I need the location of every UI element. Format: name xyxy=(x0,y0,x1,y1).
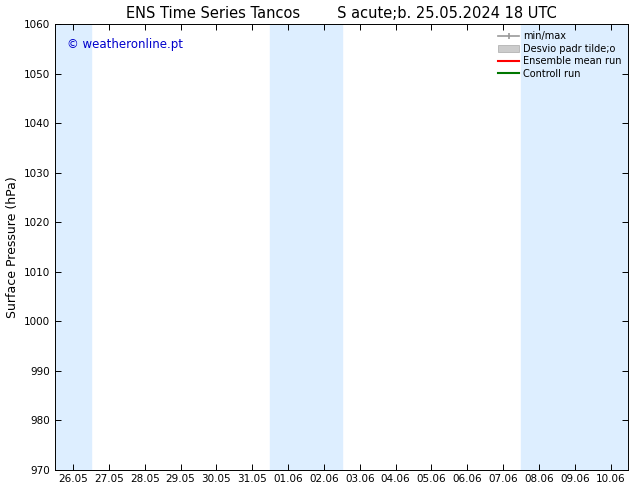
Legend: min/max, Desvio padr tilde;o, Ensemble mean run, Controll run: min/max, Desvio padr tilde;o, Ensemble m… xyxy=(496,29,624,80)
Title: ENS Time Series Tancos        S acute;b. 25.05.2024 18 UTC: ENS Time Series Tancos S acute;b. 25.05.… xyxy=(126,5,557,21)
Text: © weatheronline.pt: © weatheronline.pt xyxy=(67,38,183,51)
Bar xyxy=(270,24,342,469)
Bar xyxy=(521,24,628,469)
Bar xyxy=(55,24,91,469)
Y-axis label: Surface Pressure (hPa): Surface Pressure (hPa) xyxy=(6,176,18,318)
